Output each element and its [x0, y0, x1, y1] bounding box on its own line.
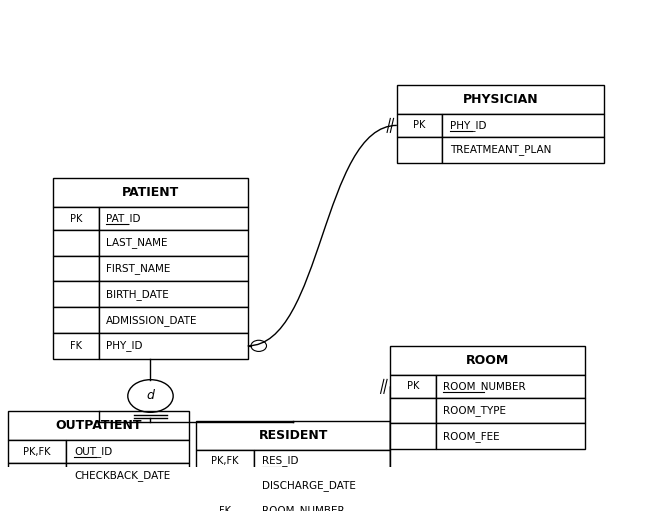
- Text: d: d: [146, 389, 154, 403]
- Text: PK: PK: [70, 214, 82, 224]
- Text: PK: PK: [413, 121, 426, 130]
- FancyBboxPatch shape: [436, 424, 585, 449]
- FancyBboxPatch shape: [397, 114, 442, 137]
- FancyBboxPatch shape: [436, 398, 585, 424]
- Text: RES_ID: RES_ID: [262, 455, 298, 467]
- Text: PAT_ID: PAT_ID: [106, 213, 141, 224]
- FancyBboxPatch shape: [391, 398, 436, 424]
- FancyBboxPatch shape: [66, 463, 189, 489]
- Text: ROOM_NUMBER: ROOM_NUMBER: [443, 381, 526, 392]
- FancyBboxPatch shape: [391, 424, 436, 449]
- FancyBboxPatch shape: [53, 256, 98, 282]
- Text: FK: FK: [219, 506, 231, 511]
- FancyBboxPatch shape: [98, 282, 248, 307]
- FancyBboxPatch shape: [196, 472, 254, 498]
- Text: BIRTH_DATE: BIRTH_DATE: [106, 289, 169, 300]
- Text: FIRST_NAME: FIRST_NAME: [106, 263, 171, 274]
- FancyBboxPatch shape: [53, 207, 98, 230]
- FancyBboxPatch shape: [254, 472, 391, 498]
- Text: ROOM_NUMBER: ROOM_NUMBER: [262, 505, 344, 511]
- Text: OUT_ID: OUT_ID: [74, 446, 112, 457]
- FancyBboxPatch shape: [397, 85, 604, 114]
- Text: ROOM_TYPE: ROOM_TYPE: [443, 405, 506, 416]
- FancyBboxPatch shape: [254, 450, 391, 472]
- FancyBboxPatch shape: [98, 256, 248, 282]
- Text: FK: FK: [70, 341, 82, 351]
- FancyBboxPatch shape: [436, 375, 585, 398]
- Text: PK: PK: [407, 381, 419, 391]
- Text: ADMISSION_DATE: ADMISSION_DATE: [106, 315, 198, 326]
- FancyBboxPatch shape: [53, 333, 98, 359]
- FancyBboxPatch shape: [397, 137, 442, 162]
- FancyBboxPatch shape: [98, 333, 248, 359]
- Text: PHY_ID: PHY_ID: [106, 340, 143, 351]
- FancyBboxPatch shape: [196, 450, 254, 472]
- FancyBboxPatch shape: [442, 137, 604, 162]
- FancyBboxPatch shape: [66, 440, 189, 463]
- Text: TREATMEANT_PLAN: TREATMEANT_PLAN: [450, 144, 551, 155]
- Text: OUTPATIENT: OUTPATIENT: [55, 420, 142, 432]
- Text: PK,FK: PK,FK: [212, 456, 239, 466]
- FancyBboxPatch shape: [53, 282, 98, 307]
- FancyBboxPatch shape: [98, 307, 248, 333]
- Text: LAST_NAME: LAST_NAME: [106, 238, 168, 248]
- FancyBboxPatch shape: [254, 498, 391, 511]
- FancyBboxPatch shape: [196, 421, 391, 450]
- Text: PK,FK: PK,FK: [23, 447, 51, 457]
- FancyBboxPatch shape: [53, 178, 248, 207]
- Text: ROOM: ROOM: [466, 354, 509, 367]
- FancyBboxPatch shape: [8, 463, 66, 489]
- Text: PHY_ID: PHY_ID: [450, 120, 486, 131]
- FancyBboxPatch shape: [391, 375, 436, 398]
- FancyBboxPatch shape: [53, 230, 98, 256]
- FancyBboxPatch shape: [98, 207, 248, 230]
- FancyBboxPatch shape: [8, 440, 66, 463]
- Text: RESIDENT: RESIDENT: [258, 429, 327, 442]
- FancyBboxPatch shape: [196, 498, 254, 511]
- FancyBboxPatch shape: [98, 230, 248, 256]
- FancyBboxPatch shape: [8, 411, 189, 440]
- FancyBboxPatch shape: [442, 114, 604, 137]
- Text: PATIENT: PATIENT: [122, 187, 179, 199]
- Text: CHECKBACK_DATE: CHECKBACK_DATE: [74, 471, 171, 481]
- FancyBboxPatch shape: [53, 307, 98, 333]
- Text: ROOM_FEE: ROOM_FEE: [443, 431, 500, 442]
- Text: PHYSICIAN: PHYSICIAN: [463, 93, 538, 106]
- FancyBboxPatch shape: [391, 346, 585, 375]
- Text: DISCHARGE_DATE: DISCHARGE_DATE: [262, 480, 356, 491]
